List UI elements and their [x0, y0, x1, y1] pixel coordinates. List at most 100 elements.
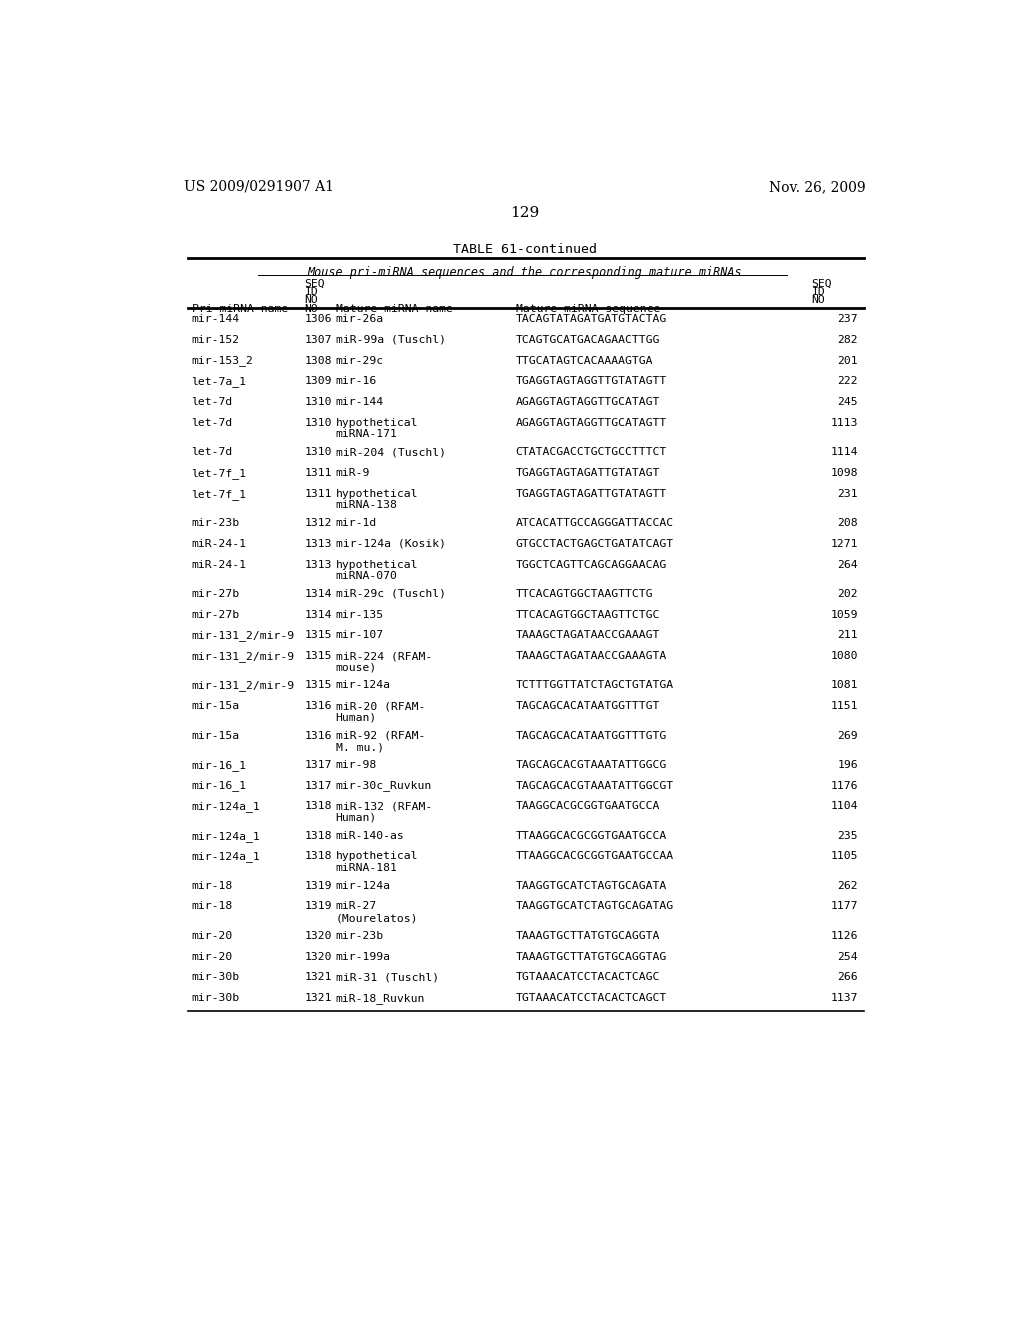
Text: AGAGGTAGTAGGTTGCATAGT: AGAGGTAGTAGGTTGCATAGT: [515, 397, 659, 407]
Text: 1318: 1318: [305, 801, 332, 812]
Text: mir-16_1: mir-16_1: [191, 760, 247, 771]
Text: TAAAGCTAGATAACCGAAAGTA: TAAAGCTAGATAACCGAAAGTA: [515, 651, 667, 661]
Text: let-7d: let-7d: [191, 418, 232, 428]
Text: TAAAGCTAGATAACCGAAAGT: TAAAGCTAGATAACCGAAAGT: [515, 631, 659, 640]
Text: Mature miRNA name: Mature miRNA name: [336, 304, 453, 314]
Text: ID: ID: [305, 286, 318, 297]
Text: mir-131_2/mir-9: mir-131_2/mir-9: [191, 631, 295, 642]
Text: 129: 129: [510, 206, 540, 220]
Text: 1315: 1315: [305, 681, 332, 690]
Text: mir-124a_1: mir-124a_1: [191, 830, 260, 842]
Text: 1316: 1316: [305, 701, 332, 711]
Text: 1313: 1313: [305, 539, 332, 549]
Text: 201: 201: [838, 355, 858, 366]
Text: mir-27b: mir-27b: [191, 589, 240, 599]
Text: 1105: 1105: [830, 851, 858, 862]
Text: 1310: 1310: [305, 418, 332, 428]
Text: TTAAGGCACGCGGTGAATGCCA: TTAAGGCACGCGGTGAATGCCA: [515, 830, 667, 841]
Text: Mouse pri-miRNA sequences and the corresponding mature miRNAs: Mouse pri-miRNA sequences and the corres…: [307, 267, 742, 280]
Text: miR-224 (RFAM-
mouse): miR-224 (RFAM- mouse): [336, 651, 432, 673]
Text: hypothetical
miRNA-138: hypothetical miRNA-138: [336, 488, 418, 511]
Text: 1137: 1137: [830, 993, 858, 1003]
Text: 1320: 1320: [305, 931, 332, 941]
Text: TGTAAACATCCTACACTCAGCT: TGTAAACATCCTACACTCAGCT: [515, 993, 667, 1003]
Text: 1319: 1319: [305, 902, 332, 911]
Text: ID: ID: [812, 286, 825, 297]
Text: TGTAAACATCCTACACTCAGC: TGTAAACATCCTACACTCAGC: [515, 973, 659, 982]
Text: 1126: 1126: [830, 931, 858, 941]
Text: 266: 266: [838, 973, 858, 982]
Text: TAAGGTGCATCTAGTGCAGATAG: TAAGGTGCATCTAGTGCAGATAG: [515, 902, 674, 911]
Text: mir-20: mir-20: [191, 931, 232, 941]
Text: 1151: 1151: [830, 701, 858, 711]
Text: 1177: 1177: [830, 902, 858, 911]
Text: mir-135: mir-135: [336, 610, 384, 619]
Text: 1319: 1319: [305, 880, 332, 891]
Text: mir-131_2/mir-9: mir-131_2/mir-9: [191, 681, 295, 692]
Text: mir-15a: mir-15a: [191, 730, 240, 741]
Text: 1104: 1104: [830, 801, 858, 812]
Text: Mature miRNA sequence: Mature miRNA sequence: [515, 304, 659, 314]
Text: 1318: 1318: [305, 851, 332, 862]
Text: 1321: 1321: [305, 973, 332, 982]
Text: 211: 211: [838, 631, 858, 640]
Text: 1317: 1317: [305, 760, 332, 770]
Text: mir-30c_Ruvkun: mir-30c_Ruvkun: [336, 780, 432, 792]
Text: TGAGGTAGTAGGTTGTATAGTT: TGAGGTAGTAGGTTGTATAGTT: [515, 376, 667, 387]
Text: let-7f_1: let-7f_1: [191, 488, 247, 500]
Text: TGAGGTAGTAGATTGTATAGTT: TGAGGTAGTAGATTGTATAGTT: [515, 488, 667, 499]
Text: TAGCAGCACGTAAATATTGGCG: TAGCAGCACGTAAATATTGGCG: [515, 760, 667, 770]
Text: TAAAGTGCTTATGTGCAGGTAG: TAAAGTGCTTATGTGCAGGTAG: [515, 952, 667, 961]
Text: mir-30b: mir-30b: [191, 973, 240, 982]
Text: SEQ: SEQ: [812, 279, 833, 289]
Text: mir-124a_1: mir-124a_1: [191, 851, 260, 862]
Text: mir-199a: mir-199a: [336, 952, 391, 961]
Text: TGGCTCAGTTCAGCAGGAACAG: TGGCTCAGTTCAGCAGGAACAG: [515, 560, 667, 569]
Text: 1318: 1318: [305, 830, 332, 841]
Text: 1113: 1113: [830, 418, 858, 428]
Text: 1321: 1321: [305, 993, 332, 1003]
Text: 1310: 1310: [305, 397, 332, 407]
Text: 1306: 1306: [305, 314, 332, 323]
Text: NO: NO: [305, 304, 318, 314]
Text: miR-24-1: miR-24-1: [191, 539, 247, 549]
Text: miR-29c (Tuschl): miR-29c (Tuschl): [336, 589, 445, 599]
Text: mir-16: mir-16: [336, 376, 377, 387]
Text: 1316: 1316: [305, 730, 332, 741]
Text: Pri-miRNA name: Pri-miRNA name: [191, 304, 288, 314]
Text: 1314: 1314: [305, 589, 332, 599]
Text: TAAAGTGCTTATGTGCAGGTA: TAAAGTGCTTATGTGCAGGTA: [515, 931, 659, 941]
Text: mir-16_1: mir-16_1: [191, 780, 247, 792]
Text: 245: 245: [838, 397, 858, 407]
Text: let-7f_1: let-7f_1: [191, 469, 247, 479]
Text: 222: 222: [838, 376, 858, 387]
Text: 208: 208: [838, 517, 858, 528]
Text: 1310: 1310: [305, 447, 332, 457]
Text: 196: 196: [838, 760, 858, 770]
Text: mir-124a: mir-124a: [336, 681, 391, 690]
Text: mir-26a: mir-26a: [336, 314, 384, 323]
Text: US 2009/0291907 A1: US 2009/0291907 A1: [183, 180, 334, 194]
Text: miR-9: miR-9: [336, 469, 370, 478]
Text: mir-153_2: mir-153_2: [191, 355, 253, 367]
Text: miR-92 (RFAM-
M. mu.): miR-92 (RFAM- M. mu.): [336, 730, 425, 752]
Text: NO: NO: [812, 296, 825, 305]
Text: ATCACATTGCCAGGGATTACCAC: ATCACATTGCCAGGGATTACCAC: [515, 517, 674, 528]
Text: TAAGGTGCATCTAGTGCAGATA: TAAGGTGCATCTAGTGCAGATA: [515, 880, 667, 891]
Text: mir-27b: mir-27b: [191, 610, 240, 619]
Text: miR-20 (RFAM-
Human): miR-20 (RFAM- Human): [336, 701, 425, 723]
Text: 1080: 1080: [830, 651, 858, 661]
Text: mir-30b: mir-30b: [191, 993, 240, 1003]
Text: let-7d: let-7d: [191, 447, 232, 457]
Text: mir-29c: mir-29c: [336, 355, 384, 366]
Text: miR-27
(Mourelatos): miR-27 (Mourelatos): [336, 902, 418, 923]
Text: miR-31 (Tuschl): miR-31 (Tuschl): [336, 973, 439, 982]
Text: 1309: 1309: [305, 376, 332, 387]
Text: 269: 269: [838, 730, 858, 741]
Text: 1081: 1081: [830, 681, 858, 690]
Text: hypothetical
miRNA-171: hypothetical miRNA-171: [336, 418, 418, 440]
Text: miR-24-1: miR-24-1: [191, 560, 247, 569]
Text: TTGCATAGTCACAAAAGTGA: TTGCATAGTCACAAAAGTGA: [515, 355, 653, 366]
Text: mir-18: mir-18: [191, 880, 232, 891]
Text: 1308: 1308: [305, 355, 332, 366]
